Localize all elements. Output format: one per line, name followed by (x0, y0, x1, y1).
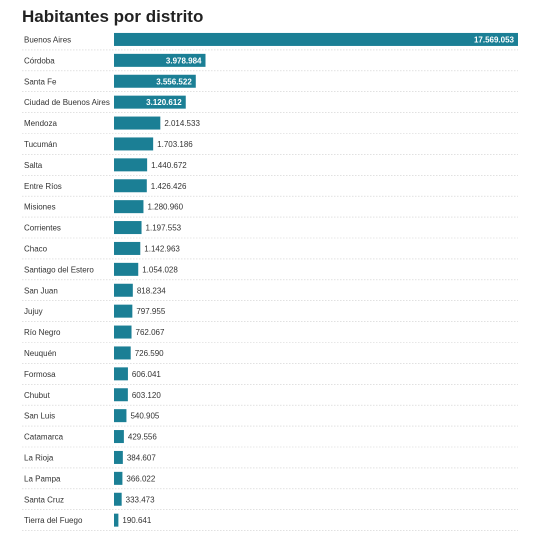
value-label: 1.280.960 (147, 203, 183, 212)
bar (114, 492, 122, 506)
value-label: 540.905 (130, 412, 159, 421)
bar (114, 241, 141, 255)
value-label: 726.590 (135, 349, 164, 358)
bar (114, 325, 132, 339)
category-label: Misiones (24, 203, 56, 212)
bar (114, 304, 133, 318)
category-label: Tierra del Fuego (24, 516, 83, 525)
category-label: La Rioja (24, 453, 54, 462)
value-label: 1.440.672 (151, 161, 187, 170)
value-label: 818.234 (137, 286, 166, 295)
bar (114, 158, 148, 172)
value-label: 606.041 (132, 370, 161, 379)
value-label: 3.120.612 (146, 98, 182, 107)
value-label: 797.955 (136, 307, 165, 316)
category-label: Córdoba (24, 56, 55, 65)
value-label: 1.142.963 (144, 244, 180, 253)
category-label: La Pampa (24, 474, 61, 483)
category-label: Salta (24, 161, 43, 170)
value-label: 384.607 (127, 453, 156, 462)
category-label: Jujuy (24, 307, 43, 316)
value-label: 2.014.533 (164, 119, 200, 128)
value-label: 3.978.984 (166, 56, 202, 65)
value-label: 1.054.028 (142, 265, 178, 274)
category-label: San Luis (24, 412, 55, 421)
bar (114, 513, 119, 527)
bar (114, 74, 196, 88)
bar (114, 471, 123, 485)
bar (114, 137, 154, 151)
category-label: Catamarca (24, 433, 64, 442)
category-label: Buenos Aires (24, 35, 71, 44)
value-label: 333.473 (126, 495, 155, 504)
category-label: Entre Ríos (24, 182, 62, 191)
category-label: Santa Cruz (24, 495, 64, 504)
value-label: 17.569.053 (474, 35, 515, 44)
category-label: Santiago del Estero (24, 265, 94, 274)
value-label: 366.022 (126, 474, 155, 483)
bar (114, 262, 139, 276)
value-label: 603.120 (132, 391, 161, 400)
bar (114, 409, 127, 423)
value-label: 190.641 (122, 516, 151, 525)
value-label: 1.703.186 (157, 140, 193, 149)
category-label: Río Negro (24, 328, 61, 337)
category-label: Formosa (24, 370, 56, 379)
value-label: 1.426.426 (151, 182, 187, 191)
bar (114, 283, 133, 297)
category-label: Tucumán (24, 140, 57, 149)
category-label: Neuquén (24, 349, 56, 358)
category-label: Corrientes (24, 224, 61, 233)
bar (114, 53, 206, 67)
category-label: Ciudad de Buenos Aires (24, 98, 110, 107)
bar (114, 116, 161, 130)
bar (114, 95, 186, 109)
category-label: Santa Fe (24, 77, 57, 86)
category-label: Chaco (24, 244, 48, 253)
bar (114, 32, 518, 46)
category-label: Mendoza (24, 119, 57, 128)
bar (114, 450, 123, 464)
bar (114, 367, 128, 381)
category-label: San Juan (24, 286, 58, 295)
category-label: Chubut (24, 391, 51, 400)
value-label: 1.197.553 (146, 224, 182, 233)
bar (114, 200, 144, 214)
bar (114, 179, 147, 193)
bar (114, 388, 128, 402)
bar (114, 430, 124, 444)
value-label: 762.067 (136, 328, 165, 337)
bar (114, 346, 131, 360)
value-label: 429.556 (128, 433, 157, 442)
value-label: 3.556.522 (156, 77, 192, 86)
bar (114, 221, 142, 235)
chart-title: Habitantes por distrito (22, 7, 204, 26)
